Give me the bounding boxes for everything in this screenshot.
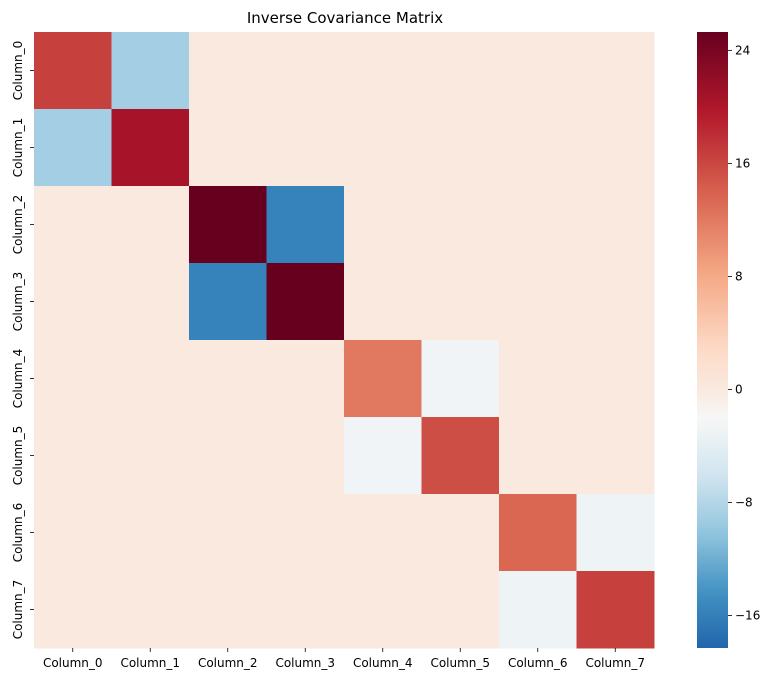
heatmap-cell [34, 263, 112, 341]
heatmap-cell [344, 263, 422, 341]
heatmap-cell [421, 571, 500, 649]
heatmap-cell [266, 32, 345, 110]
heatmap-cell [266, 340, 345, 418]
heatmap-cell [111, 417, 190, 495]
heatmap-cell [266, 263, 345, 341]
heatmap-cell [111, 186, 190, 264]
heatmap-cell [189, 263, 267, 341]
x-tick-label: Column_7 [585, 656, 645, 670]
heatmap-cell [189, 32, 267, 110]
heatmap-cell [499, 109, 577, 187]
heatmap-cell [189, 571, 267, 649]
chart-title: Inverse Covariance Matrix [247, 9, 443, 27]
heatmap-cell [111, 109, 190, 187]
y-tick-label: Column_3 [11, 272, 25, 332]
x-tick-label: Column_6 [508, 656, 568, 670]
heatmap-cell [344, 109, 422, 187]
heatmap-cell [576, 109, 655, 187]
heatmap-cell [576, 186, 655, 264]
heatmap-cell [34, 109, 112, 187]
heatmap-cell [189, 417, 267, 495]
heatmap-cell [344, 571, 422, 649]
heatmap-cell [421, 32, 500, 110]
heatmap-cell [421, 263, 500, 341]
heatmap-cell [34, 494, 112, 572]
heatmap-cell [189, 109, 267, 187]
colorbar-tick-label: −8 [735, 495, 753, 509]
heatmap-cell [111, 494, 190, 572]
heatmap-cell [189, 340, 267, 418]
heatmap-cell [34, 186, 112, 264]
heatmap-cells [34, 32, 655, 649]
y-axis-ticks: Column_0 Column_1 Column_2 Column_3 Column_4… [11, 41, 34, 640]
heatmap-cell [421, 340, 500, 418]
x-tick-label: Column_0 [43, 656, 103, 670]
heatmap-cell [344, 417, 422, 495]
heatmap-cell [189, 494, 267, 572]
heatmap-cell [576, 494, 655, 572]
y-tick-label: Column_6 [11, 503, 25, 563]
heatmap-cell [499, 186, 577, 264]
colorbar-tick-label: 24 [735, 43, 750, 57]
heatmap-cell [266, 186, 345, 264]
heatmap-cell [576, 340, 655, 418]
heatmap-cell [421, 417, 500, 495]
heatmap-cell [34, 571, 112, 649]
x-tick-label: Column_1 [120, 656, 180, 670]
heatmap-cell [499, 340, 577, 418]
colorbar-tick-label: 0 [735, 382, 743, 396]
heatmap-cell [344, 186, 422, 264]
heatmap-cell [266, 109, 345, 187]
heatmap-cell [189, 186, 267, 264]
heatmap-cell [266, 417, 345, 495]
heatmap-cell [266, 571, 345, 649]
x-tick-label: Column_2 [198, 656, 258, 670]
heatmap-cell [576, 263, 655, 341]
colorbar [697, 32, 728, 648]
heatmap-cell [576, 571, 655, 649]
x-tick-label: Column_3 [275, 656, 335, 670]
heatmap-cell [421, 109, 500, 187]
y-tick-label: Column_5 [11, 426, 25, 486]
heatmap-cell [34, 417, 112, 495]
colorbar-tick-label: 8 [735, 269, 743, 283]
heatmap-cell [499, 32, 577, 110]
heatmap-cell [34, 32, 112, 110]
y-tick-label: Column_4 [11, 349, 25, 409]
heatmap-cell [499, 263, 577, 341]
y-tick-label: Column_7 [11, 580, 25, 640]
heatmap-cell [421, 494, 500, 572]
x-tick-label: Column_5 [430, 656, 490, 670]
heatmap-cell [576, 417, 655, 495]
heatmap-cell [111, 32, 190, 110]
y-tick-label: Column_0 [11, 41, 25, 101]
heatmap-cell [576, 32, 655, 110]
heatmap-cell [111, 263, 190, 341]
heatmap-cell [344, 32, 422, 110]
heatmap-cell [499, 494, 577, 572]
y-tick-label: Column_2 [11, 195, 25, 255]
heatmap-cell [344, 340, 422, 418]
heatmap-cell [421, 186, 500, 264]
colorbar-ticks: −16 −8 0 8 16 24 [728, 43, 760, 623]
heatmap-cell [266, 494, 345, 572]
colorbar-tick-label: −16 [735, 609, 760, 623]
x-tick-label: Column_4 [353, 656, 413, 670]
heatmap-cell [34, 340, 112, 418]
heatmap-cell [344, 494, 422, 572]
colorbar-tick-label: 16 [735, 156, 750, 170]
heatmap-cell [499, 417, 577, 495]
heatmap-cell [111, 571, 190, 649]
x-axis-ticks: Column_0 Column_1 Column_2 Column_3 Column_4… [43, 648, 645, 670]
heatmap-cell [499, 571, 577, 649]
heatmap-cell [111, 340, 190, 418]
y-tick-label: Column_1 [11, 118, 25, 178]
